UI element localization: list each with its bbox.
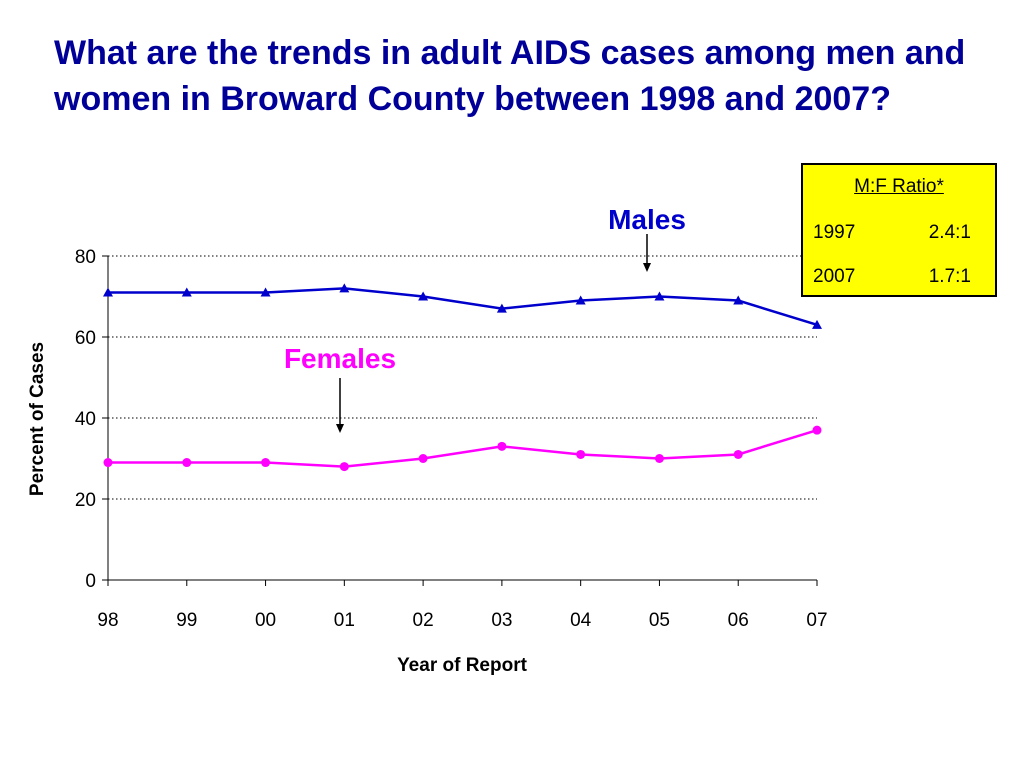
x-tick-label: 01 [334,610,355,631]
females-point [103,458,113,468]
y-tick-label: 80 [75,247,96,268]
males-point [339,283,350,293]
males-point [418,291,429,301]
slide-title: What are the trends in adult AIDS cases … [54,34,966,118]
males-point [654,291,665,301]
females-point [576,449,586,459]
females-arrow [336,378,344,433]
x-tick-label: 07 [806,610,827,631]
x-tick-label: 03 [491,610,512,631]
x-tick-label: 99 [176,610,197,631]
x-tick-label: 98 [97,610,118,631]
x-tick-label: 05 [649,610,670,631]
males-point [260,287,271,297]
females-point [339,462,349,472]
males-line [108,287,818,327]
males-point [575,295,586,305]
y-tick-label: 20 [75,490,96,511]
females-point [497,441,507,451]
males-point [103,287,113,297]
y-tick-label: 60 [75,328,96,349]
series-lines [103,283,822,472]
ratio-row: 1997 2.4:1 [813,222,985,246]
females-point [654,454,664,463]
x-tick-label: 02 [413,610,434,631]
males-point [812,319,822,329]
y-tick-label: 40 [75,409,96,430]
ratio-year: 1997 [813,222,856,243]
females-series-label: Females [284,343,396,374]
males-arrow [643,234,651,272]
females-point [418,454,428,463]
females-point [261,458,271,468]
females-point [733,449,743,459]
x-axis-title: Year of Report [397,655,528,676]
axes: 0 20 40 60 80 98 99 00 01 02 03 04 05 06 07 [75,247,828,631]
females-point [182,458,192,468]
males-point [181,287,192,297]
males-point [733,295,744,305]
ratio-value: 1.7:1 [928,266,971,287]
ratio-value: 2.4:1 [928,222,971,243]
mf-ratio-box: M:F Ratio* 1997 2.4:1 2007 1.7:1 [801,163,997,297]
ratio-year: 2007 [813,266,856,287]
males-series-label: Males [608,204,686,235]
females-line [108,428,818,468]
ratio-row: 2007 1.7:1 [813,266,985,290]
females-point [812,425,822,435]
x-tick-label: 06 [728,610,749,631]
y-axis-title: Percent of Cases [27,342,48,496]
x-tick-label: 04 [570,610,592,631]
ratio-box-title: M:F Ratio* [854,176,944,197]
males-point [496,303,507,313]
y-tick-label: 0 [85,571,96,592]
x-tick-label: 00 [255,610,276,631]
